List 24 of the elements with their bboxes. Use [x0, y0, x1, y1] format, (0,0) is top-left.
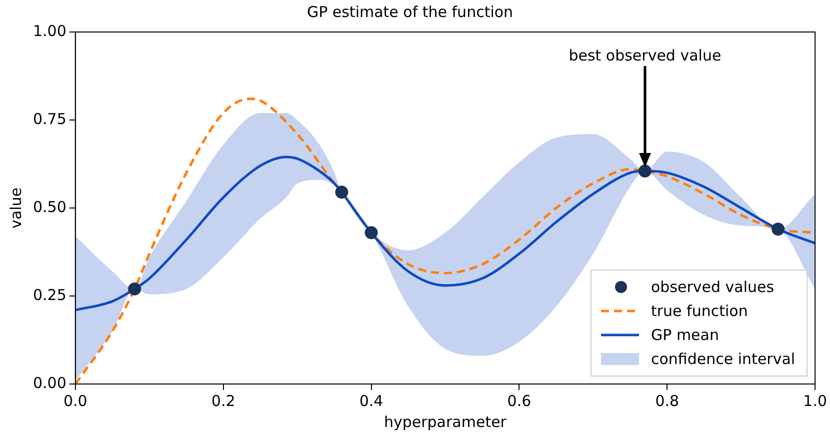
legend-label: true function: [651, 302, 748, 320]
y-tick-label: 0.25: [32, 286, 66, 304]
y-axis-title: value: [6, 188, 25, 228]
x-tick-label: 0.4: [359, 392, 384, 410]
point: [772, 222, 785, 236]
y-tick-label: 0.75: [32, 110, 66, 128]
x-tick-label: 1.0: [803, 392, 827, 410]
x-tick-label: 0.6: [507, 392, 532, 410]
point: [638, 164, 652, 178]
x-axis-title: hyperparameter: [384, 412, 508, 431]
y-tick-label: 1.00: [32, 22, 66, 40]
x-tick-label: 0.8: [655, 392, 680, 410]
y-tick-label: 0.50: [32, 198, 66, 216]
x-tick-label: 0.2: [211, 392, 236, 410]
annotation: confidence interval: [651, 350, 796, 368]
legend-label: observed values: [651, 278, 774, 296]
y-tick-label: 0.00: [32, 374, 66, 392]
point: [364, 226, 378, 240]
chart-title: GP estimate of the function: [306, 2, 514, 21]
legend-label: GP mean: [651, 326, 719, 344]
x-tick-label: 0.0: [63, 392, 88, 410]
point: [128, 282, 142, 296]
point: [335, 186, 348, 199]
annotation: best observed value: [568, 46, 722, 64]
